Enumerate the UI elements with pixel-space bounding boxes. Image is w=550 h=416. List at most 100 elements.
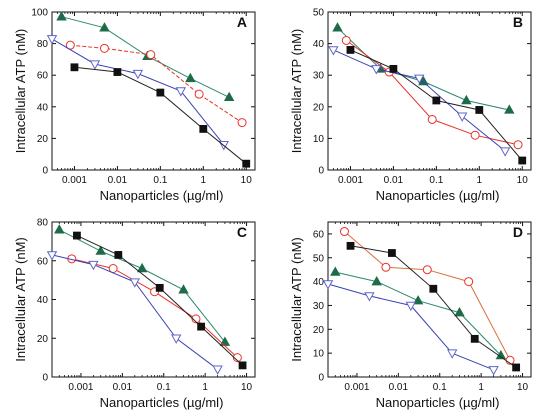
data-point <box>129 278 141 288</box>
x-tick-label: 0.001 <box>68 382 93 393</box>
y-tick-label: 0 <box>42 373 48 384</box>
y-tick-label: 20 <box>313 102 325 113</box>
data-point <box>464 277 474 287</box>
data-point <box>242 159 251 168</box>
data-point <box>381 262 391 272</box>
series-line <box>76 235 243 366</box>
series-line <box>51 254 218 370</box>
data-point <box>156 88 165 97</box>
series-3 <box>346 46 527 165</box>
panel-letter: B <box>513 14 523 30</box>
data-point <box>470 334 479 343</box>
data-point <box>422 265 432 275</box>
y-tick-label: 30 <box>313 301 325 312</box>
data-point <box>371 65 382 75</box>
data-point <box>95 245 106 255</box>
y-axis-title: Intracellular ATP (nM) <box>289 237 304 362</box>
data-point <box>238 361 247 370</box>
x-tick-label: 0.1 <box>153 175 167 186</box>
series-0 <box>332 22 515 114</box>
data-point <box>475 106 484 114</box>
data-point <box>518 156 527 165</box>
data-point <box>70 63 79 72</box>
y-tick-label: 0 <box>42 166 48 177</box>
data-point <box>418 75 429 86</box>
panel-a: 0.001 0.01 0.1 1 10020406080100Nanoparticles… <box>13 8 256 203</box>
panel-b: 0.001 0.01 0.1 1 10 0 10 20 30 40 50 Nanoparticles … <box>289 8 532 203</box>
x-tick-label: 10 <box>241 382 253 393</box>
data-point <box>432 96 441 105</box>
data-point <box>199 125 208 133</box>
x-tick-label: 1 <box>477 175 483 186</box>
x-tick-label: 0.01 <box>389 382 409 393</box>
data-point <box>461 94 472 105</box>
series-0 <box>330 266 507 360</box>
data-point <box>454 306 465 317</box>
series-2 <box>328 46 511 157</box>
data-point <box>185 72 196 83</box>
data-point <box>237 118 247 128</box>
series-1 <box>341 35 523 150</box>
y-tick-label: 80 <box>37 218 49 229</box>
data-point <box>339 227 349 237</box>
data-point <box>456 112 468 122</box>
data-point <box>446 349 458 359</box>
data-point <box>488 366 499 376</box>
data-point <box>499 147 511 157</box>
x-axis-title: Nanoparticles (µg/ml) <box>100 188 224 203</box>
series-0 <box>54 224 231 346</box>
data-point <box>114 251 123 259</box>
data-point <box>389 64 398 73</box>
y-tick-label: 40 <box>37 102 49 113</box>
y-tick-label: 80 <box>37 39 49 50</box>
x-axis-title: Nanoparticles (µg/ml) <box>376 395 500 410</box>
data-point <box>113 68 122 76</box>
data-point <box>322 280 334 290</box>
data-point <box>88 260 99 271</box>
data-point <box>330 266 341 276</box>
data-point <box>175 87 187 97</box>
series-3 <box>73 231 247 370</box>
series-2 <box>46 251 223 375</box>
series-3 <box>346 241 521 372</box>
x-tick-label: 10 <box>241 175 253 186</box>
x-tick-label: 0.001 <box>338 175 363 186</box>
data-point <box>388 249 396 257</box>
x-tick-label: 0.01 <box>108 175 128 186</box>
x-tick-label: 0.1 <box>157 382 171 393</box>
series-3 <box>70 63 251 168</box>
y-tick-label: 50 <box>313 253 325 264</box>
data-point <box>99 43 109 53</box>
series-line <box>74 66 247 165</box>
series-1 <box>339 227 515 365</box>
data-point <box>512 363 521 372</box>
series-0 <box>56 11 235 102</box>
y-tick-label: 50 <box>313 8 325 19</box>
data-point <box>178 284 189 294</box>
data-point <box>54 224 65 234</box>
y-tick-label: 60 <box>313 229 325 240</box>
y-tick-label: 30 <box>313 71 325 82</box>
x-tick-label: 10 <box>517 175 529 186</box>
y-axis-title: Intracellular ATP (nM) <box>13 29 28 154</box>
data-point <box>328 46 339 56</box>
data-point <box>513 140 523 150</box>
data-point <box>155 283 164 292</box>
y-tick-label: 40 <box>37 295 49 306</box>
x-tick-label: 0.01 <box>384 175 404 186</box>
y-tick-label: 40 <box>313 277 325 288</box>
data-point <box>46 251 58 261</box>
data-point <box>414 74 425 84</box>
plot-frame <box>51 221 256 378</box>
x-tick-label: 0.01 <box>113 382 133 393</box>
y-tick-label: 60 <box>37 256 49 267</box>
data-point <box>46 35 58 45</box>
x-axis-title: Nanoparticles (µg/ml) <box>100 395 224 410</box>
data-point <box>99 22 110 32</box>
data-point <box>429 284 438 293</box>
y-tick-label: 10 <box>313 134 325 145</box>
x-axis-title: Nanoparticles (µg/ml) <box>376 188 500 203</box>
plot-frame <box>327 11 532 171</box>
data-point <box>197 322 206 331</box>
data-point <box>223 91 235 102</box>
